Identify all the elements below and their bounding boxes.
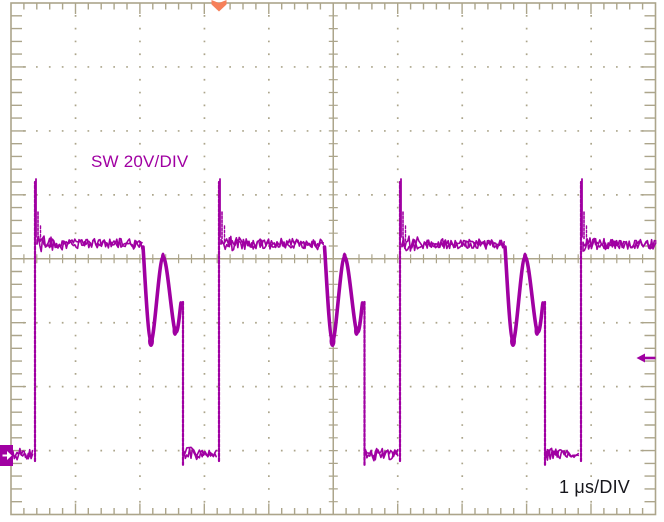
graticule xyxy=(10,2,657,516)
channel-scale-label: SW 20V/DIV xyxy=(91,152,189,171)
timebase-label: 1 μs/DIV xyxy=(559,477,630,497)
channel-ground-marker xyxy=(0,445,13,466)
trigger-position-marker xyxy=(211,0,227,12)
sw-waveform-trace xyxy=(10,178,657,468)
trigger-level-arrow xyxy=(636,353,656,363)
